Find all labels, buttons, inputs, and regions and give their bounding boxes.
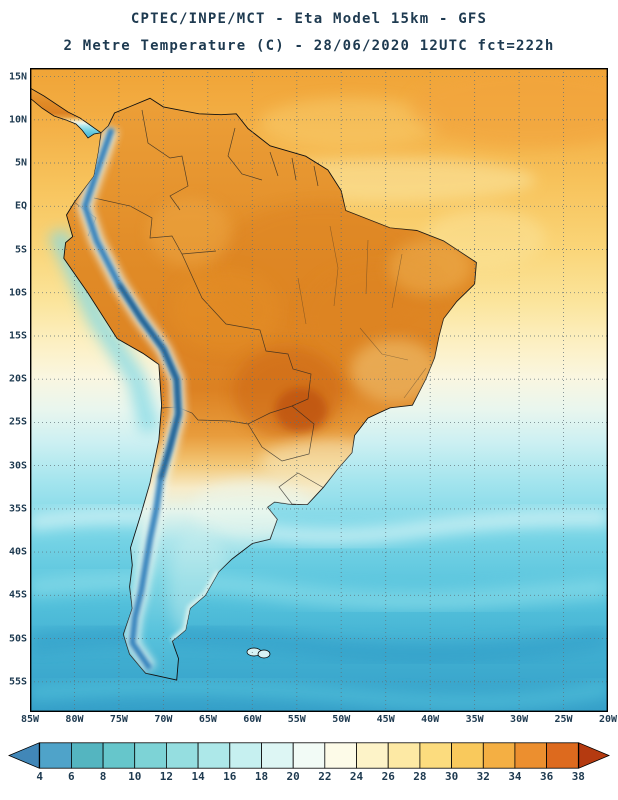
lat-tick-label: 35S	[8, 503, 27, 515]
colorbar: 4 6 8 10 12 14 16 18 20 22 24 26 28 30 32 34 36 38	[7, 742, 611, 788]
lat-tick-label: 25S	[8, 416, 27, 428]
lon-tick-label: 80W	[65, 714, 84, 725]
colorbar-cell	[261, 742, 294, 769]
colorbar-value-label: 22	[318, 770, 332, 783]
colorbar-cell	[102, 742, 136, 769]
colorbar-cell	[134, 742, 167, 769]
colorbar-cell	[514, 742, 547, 769]
colorbar-cell	[578, 742, 611, 769]
lon-tick-label: 50W	[332, 714, 351, 725]
colorbar-value-label: 20	[286, 770, 300, 783]
colorbar-cell	[387, 742, 421, 769]
lon-tick-label: 30W	[510, 714, 529, 725]
colorbar-cell	[356, 742, 389, 769]
lat-tick-label: 5N	[14, 157, 27, 169]
lat-tick-label: 30S	[8, 460, 27, 472]
colorbar-labels: 4 6 8 10 12 14 16 18 20 22 24 26 28 30 32 34 36 38	[8, 770, 610, 786]
lon-tick-label: 40W	[421, 714, 440, 725]
lon-tick-label: 75W	[109, 714, 128, 725]
lon-tick-label: 70W	[154, 714, 173, 725]
colorbar-value-label: 26	[381, 770, 395, 783]
latitude-axis: 15N 10N 5N EQ 5S 10S 15S 20S 25S 30S 35S 40S 45S 50S 5…	[0, 68, 28, 712]
colorbar-value-label: 12	[159, 770, 174, 783]
lon-tick-label: 35W	[465, 714, 484, 725]
colorbar-value-label: 6	[68, 770, 75, 783]
colorbar-scale	[7, 742, 611, 769]
colorbar-value-label: 38	[571, 770, 585, 783]
lat-tick-label: 15S	[8, 330, 27, 342]
colorbar-value-label: 24	[349, 770, 364, 783]
lat-tick-label: 45S	[8, 589, 27, 601]
colorbar-cell	[546, 742, 579, 769]
title-line-1: CPTEC/INPE/MCT - Eta Model 15km - GFS	[130, 11, 488, 27]
lat-tick-label: 50S	[8, 633, 27, 645]
colorbar-cell	[482, 742, 516, 769]
lon-tick-label: 20W	[598, 714, 618, 725]
lat-tick-label: 40S	[8, 546, 27, 558]
colorbar-cell	[292, 742, 326, 769]
map-area	[29, 67, 608, 712]
lat-tick-label: 10S	[8, 287, 27, 299]
central-america-landmass	[30, 87, 103, 139]
map-frame	[29, 67, 608, 712]
colorbar-value-label: 34	[508, 770, 522, 783]
lat-tick-label: 20S	[8, 373, 27, 385]
andes-ridge	[77, 126, 222, 673]
title-line-2: 2 Metre Temperature (C) - 28/06/2020 12U…	[63, 38, 555, 55]
colorbar-cell	[229, 742, 262, 769]
lon-tick-label: 65W	[198, 714, 217, 725]
header: CPTEC/INPE/MCT - Eta Model 15km - GFS 2 …	[0, 6, 618, 61]
colorbar-value-label: 36	[540, 770, 554, 783]
lat-tick-label: 15N	[8, 71, 27, 83]
colorbar-cell	[71, 742, 104, 769]
grid-layer	[30, 68, 608, 712]
colorbar-value-label: 30	[444, 770, 459, 783]
colorbar-value-label: 8	[99, 770, 107, 783]
lat-tick-label: 10N	[8, 114, 27, 126]
lat-tick-label: EQ	[14, 200, 27, 212]
altiplano-coldest-band	[117, 283, 181, 480]
colorbar-cell	[324, 742, 357, 769]
longitude-axis: 85W 80W 75W 70W 65W 60W 55W 50W 45W 40W 35W 30W 25W 2…	[21, 714, 617, 728]
colorbar-value-label: 14	[191, 770, 205, 783]
lat-tick-label: 55S	[8, 676, 27, 688]
colorbar-cell	[197, 742, 231, 769]
ocean-features	[30, 68, 608, 710]
colorbar-cell	[419, 742, 452, 769]
colorbar-value-label: 18	[254, 770, 269, 783]
colorbar-value-label: 4	[36, 770, 43, 783]
land-temperature-patches	[148, 198, 472, 647]
lon-tick-label: 60W	[243, 714, 262, 725]
colorbar-value-label: 32	[476, 770, 490, 783]
colorbar-cell	[7, 742, 40, 769]
colorbar-cell	[451, 742, 484, 769]
falkland-islands	[246, 647, 271, 659]
colorbar-value-label: 16	[223, 770, 237, 783]
colorbar-cell	[165, 742, 199, 769]
lon-tick-label: 25W	[554, 714, 573, 725]
lat-tick-label: 5S	[14, 244, 27, 255]
colorbar-value-label: 10	[128, 770, 142, 783]
map-canvas	[29, 67, 608, 712]
lon-tick-label: 45W	[376, 714, 395, 725]
lon-tick-label: 85W	[20, 714, 40, 725]
colorbar-cell	[39, 742, 72, 769]
colorbar-value-label: 28	[413, 770, 427, 783]
lon-tick-label: 55W	[287, 714, 306, 725]
